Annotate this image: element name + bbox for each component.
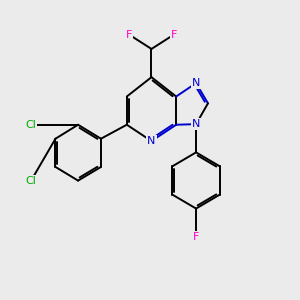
Text: N: N	[192, 119, 200, 129]
Text: F: F	[126, 30, 132, 40]
Text: Cl: Cl	[26, 120, 37, 130]
Text: F: F	[171, 30, 177, 40]
Text: F: F	[193, 232, 199, 242]
Text: N: N	[192, 78, 200, 88]
Text: N: N	[147, 136, 156, 146]
Text: Cl: Cl	[26, 176, 37, 186]
